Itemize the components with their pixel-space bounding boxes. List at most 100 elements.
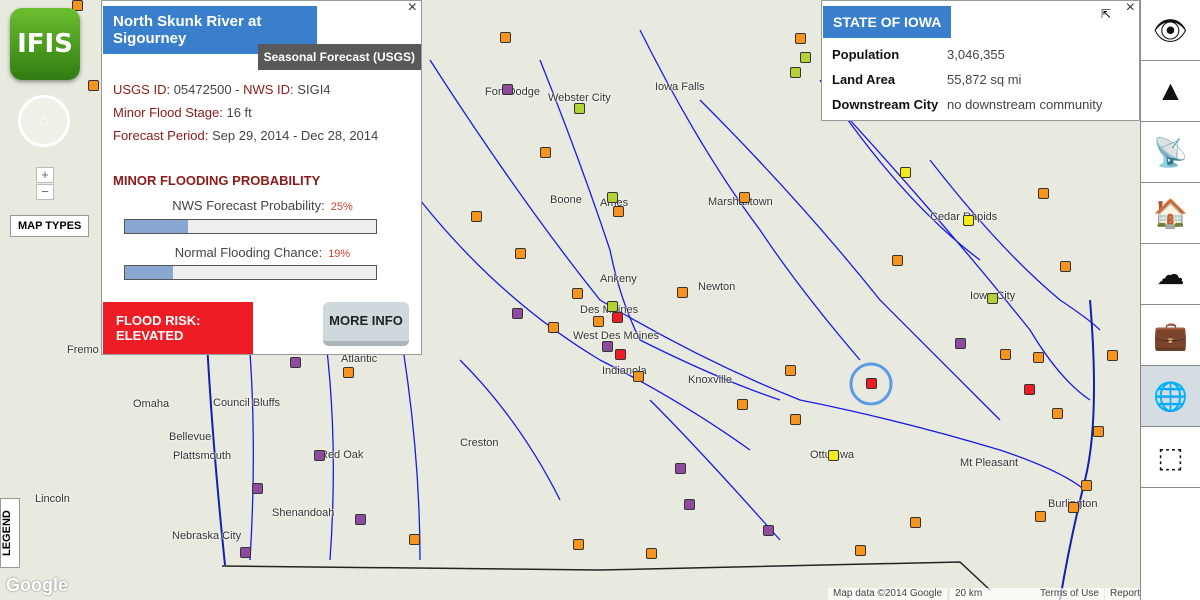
- gauge-marker-orange[interactable]: [677, 287, 688, 298]
- gauge-marker-orange[interactable]: [593, 316, 604, 327]
- gauge-marker-purple[interactable]: [240, 547, 251, 558]
- gauge-marker-orange[interactable]: [1068, 502, 1079, 513]
- gauge-marker-orange[interactable]: [633, 371, 644, 382]
- gauge-marker-red[interactable]: [612, 312, 623, 323]
- gauge-marker-red[interactable]: [615, 349, 626, 360]
- gauge-marker-orange[interactable]: [1033, 352, 1044, 363]
- gauge-marker-orange[interactable]: [1035, 511, 1046, 522]
- gauge-marker-orange[interactable]: [1107, 350, 1118, 361]
- gauge-marker-red[interactable]: [866, 378, 877, 389]
- gauge-marker-orange[interactable]: [515, 248, 526, 259]
- pan-control[interactable]: ◇: [18, 95, 70, 147]
- gauge-marker-green[interactable]: [607, 192, 618, 203]
- land-area-row: Land Area 55,872 sq mi: [832, 72, 1022, 87]
- gauge-marker-green[interactable]: [607, 301, 618, 312]
- gauge-marker-purple[interactable]: [252, 483, 263, 494]
- close-icon[interactable]: ×: [407, 0, 417, 16]
- gauge-marker-purple[interactable]: [684, 499, 695, 510]
- gauge-marker-orange[interactable]: [855, 545, 866, 556]
- gauge-marker-orange[interactable]: [573, 539, 584, 550]
- gauge-marker-orange[interactable]: [739, 192, 750, 203]
- gauge-marker-orange[interactable]: [343, 367, 354, 378]
- gauge-marker-purple[interactable]: [314, 450, 325, 461]
- gauge-marker-green[interactable]: [800, 52, 811, 63]
- right-toolbar: 👁 ▲ 📡 🏠 ☁ 💼 🌐 ⬚: [1140, 0, 1200, 600]
- gauge-marker-purple[interactable]: [290, 357, 301, 368]
- gauge-marker-orange[interactable]: [500, 32, 511, 43]
- gauge-marker-green[interactable]: [987, 293, 998, 304]
- gauge-marker-orange[interactable]: [1093, 426, 1104, 437]
- gauge-marker-orange[interactable]: [646, 548, 657, 559]
- gauge-marker-orange[interactable]: [540, 147, 551, 158]
- gauge-marker-orange[interactable]: [471, 211, 482, 222]
- gauge-marker-orange[interactable]: [910, 517, 921, 528]
- ifis-logo: IFIS: [10, 8, 80, 80]
- map-types-button[interactable]: MAP TYPES: [10, 215, 90, 237]
- traffic-cone-icon[interactable]: ▲: [1141, 61, 1200, 122]
- city-label: Fremo: [67, 344, 99, 356]
- gauge-info-popup: North Skunk River at Sigourney × Seasona…: [101, 0, 422, 355]
- city-label: Lincoln: [35, 493, 70, 505]
- rain-cloud-icon[interactable]: ☁: [1141, 244, 1200, 305]
- city-label: Creston: [460, 437, 499, 449]
- gauge-marker-orange[interactable]: [1000, 349, 1011, 360]
- city-label: Iowa Falls: [655, 81, 705, 93]
- close-icon[interactable]: ×: [1125, 0, 1135, 16]
- gauge-marker-purple[interactable]: [512, 308, 523, 319]
- zoom-in-button[interactable]: +: [36, 167, 54, 183]
- gauge-marker-orange[interactable]: [892, 255, 903, 266]
- gauge-marker-purple[interactable]: [675, 463, 686, 474]
- gauge-marker-orange[interactable]: [1081, 480, 1092, 491]
- globe-icon[interactable]: 🌐: [1141, 366, 1200, 427]
- gauge-marker-purple[interactable]: [502, 84, 513, 95]
- terms-link[interactable]: Terms of Use: [1035, 588, 1104, 600]
- city-label: Plattsmouth: [173, 450, 232, 462]
- eye-icon[interactable]: 👁: [1141, 0, 1200, 61]
- city-label: Webster City: [548, 92, 611, 104]
- map-data-attribution: Map data ©2014 Google: [828, 588, 948, 600]
- city-label: West Des Moines: [573, 330, 659, 342]
- gauge-marker-purple[interactable]: [955, 338, 966, 349]
- gauge-marker-orange[interactable]: [72, 0, 83, 11]
- city-label: Mt Pleasant: [960, 457, 1019, 469]
- gauge-marker-orange[interactable]: [548, 322, 559, 333]
- gauge-marker-purple[interactable]: [602, 341, 613, 352]
- gauge-marker-orange[interactable]: [785, 365, 796, 376]
- briefcase-icon[interactable]: 💼: [1141, 305, 1200, 366]
- gauge-marker-orange[interactable]: [88, 80, 99, 91]
- gauge-marker-orange[interactable]: [409, 534, 420, 545]
- gauge-marker-yellow[interactable]: [963, 215, 974, 226]
- external-link-icon[interactable]: ⇱: [1100, 7, 1111, 21]
- city-label: Ankeny: [600, 273, 637, 285]
- gauge-marker-green[interactable]: [574, 103, 585, 114]
- gauge-marker-purple[interactable]: [355, 514, 366, 525]
- nws-probability-label: NWS Forecast Probability: 25%: [172, 198, 353, 213]
- city-label: Bellevue: [169, 431, 212, 443]
- gauge-marker-red[interactable]: [1024, 384, 1035, 395]
- gauge-marker-purple[interactable]: [763, 525, 774, 536]
- gauge-marker-orange[interactable]: [613, 206, 624, 217]
- zoom-out-button[interactable]: −: [36, 184, 54, 200]
- flood-house-icon[interactable]: 🏠: [1141, 183, 1200, 244]
- browser-cursor-icon[interactable]: ⬚: [1141, 427, 1200, 488]
- gauge-marker-orange[interactable]: [1038, 188, 1049, 199]
- legend-tab[interactable]: LEGEND: [0, 498, 20, 568]
- population-row: Population 3,046,355: [832, 47, 1005, 62]
- gauge-marker-orange[interactable]: [1052, 408, 1063, 419]
- forecast-period: Forecast Period: Sep 29, 2014 - Dec 28, …: [113, 128, 379, 143]
- gauge-marker-orange[interactable]: [737, 399, 748, 410]
- normal-chance-bar: [124, 265, 377, 280]
- satellite-dish-icon[interactable]: 📡: [1141, 122, 1200, 183]
- gauge-marker-yellow[interactable]: [900, 167, 911, 178]
- city-label: Council Bluffs: [213, 397, 281, 409]
- city-label: Omaha: [133, 398, 170, 410]
- gauge-marker-orange[interactable]: [795, 33, 806, 44]
- city-label: Boone: [550, 194, 582, 206]
- report-link[interactable]: Report: [1105, 588, 1146, 600]
- gauge-marker-orange[interactable]: [790, 414, 801, 425]
- more-info-button[interactable]: MORE INFO: [323, 302, 409, 346]
- gauge-marker-orange[interactable]: [572, 288, 583, 299]
- gauge-marker-yellow[interactable]: [828, 450, 839, 461]
- gauge-marker-orange[interactable]: [1060, 261, 1071, 272]
- gauge-marker-green[interactable]: [790, 67, 801, 78]
